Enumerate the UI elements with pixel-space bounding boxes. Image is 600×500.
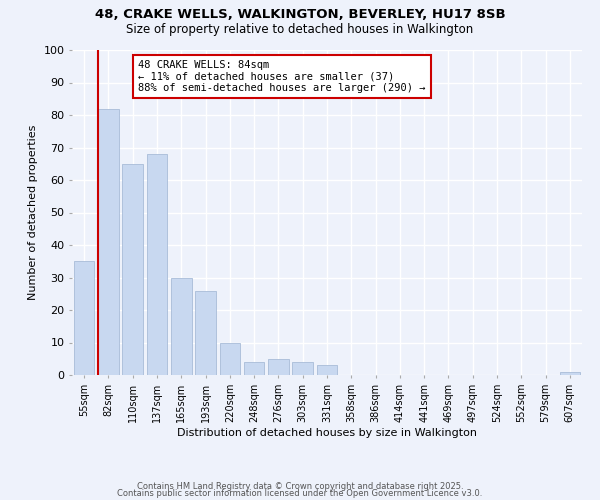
Text: Size of property relative to detached houses in Walkington: Size of property relative to detached ho… [127, 22, 473, 36]
Y-axis label: Number of detached properties: Number of detached properties [28, 125, 38, 300]
Bar [98, 108, 119, 375]
Bar [268, 359, 289, 375]
Bar [560, 372, 580, 375]
Bar [171, 278, 191, 375]
Bar [244, 362, 265, 375]
Bar [74, 261, 94, 375]
Text: 48, CRAKE WELLS, WALKINGTON, BEVERLEY, HU17 8SB: 48, CRAKE WELLS, WALKINGTON, BEVERLEY, H… [95, 8, 505, 20]
Bar [317, 365, 337, 375]
Bar [292, 362, 313, 375]
Bar [195, 290, 216, 375]
Text: Contains public sector information licensed under the Open Government Licence v3: Contains public sector information licen… [118, 490, 482, 498]
Text: 48 CRAKE WELLS: 84sqm
← 11% of detached houses are smaller (37)
88% of semi-deta: 48 CRAKE WELLS: 84sqm ← 11% of detached … [139, 60, 426, 93]
Bar [122, 164, 143, 375]
X-axis label: Distribution of detached houses by size in Walkington: Distribution of detached houses by size … [177, 428, 477, 438]
Text: Contains HM Land Registry data © Crown copyright and database right 2025.: Contains HM Land Registry data © Crown c… [137, 482, 463, 491]
Bar [220, 342, 240, 375]
Bar [146, 154, 167, 375]
